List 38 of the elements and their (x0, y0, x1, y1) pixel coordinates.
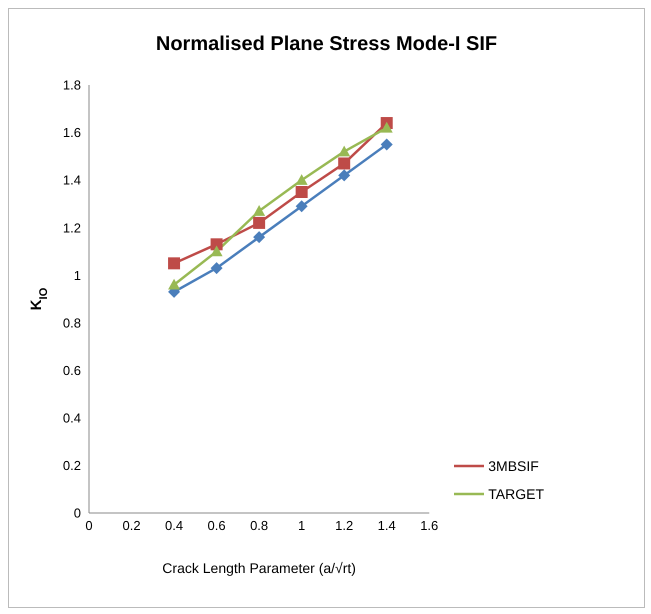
x-tick-label: 1 (298, 518, 306, 534)
x-tick-label: 1.4 (378, 518, 396, 534)
y-tick-label: 1.2 (62, 220, 81, 236)
y-tick-label: 0.6 (62, 362, 81, 378)
point (380, 138, 393, 150)
point (168, 257, 180, 270)
y-tick-label: 0 (74, 506, 81, 521)
y-tick-label: 1 (74, 268, 81, 283)
point (296, 186, 308, 198)
x-tick-label: 0.4 (165, 518, 184, 534)
x-tick-label: 1.6 (420, 518, 438, 534)
y-tick-label: 1.4 (62, 172, 81, 188)
x-tick-label: 0.6 (208, 518, 226, 534)
x-tick-label: 0.8 (250, 518, 268, 534)
point (210, 262, 223, 274)
point (210, 245, 223, 256)
y-tick-label: 1.8 (62, 78, 81, 93)
point (296, 174, 308, 185)
y-tick-label: 0.4 (62, 410, 81, 426)
x-tick-label: 1.2 (335, 518, 354, 534)
chart-title: Normalised Plane Stress Mode-I SIF (154, 33, 498, 57)
point (380, 122, 393, 133)
point (338, 157, 350, 170)
y-tick-label: 0.8 (62, 315, 81, 330)
x-tick-label: 0 (85, 518, 93, 534)
point (253, 231, 266, 244)
x-axis-title: Crack Length Parameter (a/√rt) (162, 560, 356, 576)
y-tick-label: 0.2 (62, 458, 81, 474)
legend-label: TARGET (488, 486, 544, 502)
point (253, 216, 266, 229)
point (253, 205, 266, 216)
point (168, 278, 180, 290)
legend-label: 3MBSIF (488, 458, 539, 474)
x-tick-label: 0.2 (122, 518, 141, 534)
point (296, 200, 308, 212)
point (338, 169, 350, 182)
y-tick-label: 1.6 (62, 125, 81, 140)
point (338, 146, 350, 156)
